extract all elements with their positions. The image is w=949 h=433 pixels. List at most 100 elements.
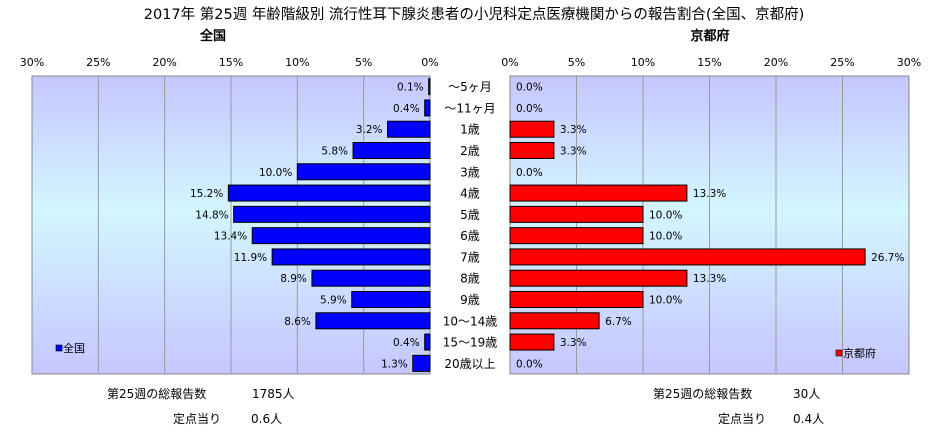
- category-label: 8歳: [460, 272, 480, 286]
- left-bar: [271, 248, 431, 266]
- left-data-label: 5.9%: [320, 295, 347, 307]
- right-bar: [509, 269, 688, 287]
- legend-left: 全国: [55, 341, 85, 355]
- right-bar: [509, 333, 555, 351]
- right-data-label: 0.0%: [516, 82, 543, 94]
- right-bar: [509, 120, 555, 138]
- right-tick-label: 5%: [568, 56, 585, 69]
- legend-right-label: 京都府: [843, 346, 876, 360]
- left-data-label: 0.4%: [393, 337, 420, 349]
- left-tick-label: 10%: [285, 56, 309, 69]
- right-bar: [509, 205, 644, 223]
- right-bar: [509, 227, 644, 245]
- left-bar: [351, 291, 431, 308]
- right-data-label: 3.3%: [560, 146, 587, 158]
- right-data-label: 10.0%: [649, 209, 682, 221]
- category-label: 9歳: [460, 293, 480, 307]
- left-tick-labels: 30% 25% 20% 15% 10% 5% 0%: [20, 56, 439, 69]
- category-label: 3歳: [460, 165, 480, 179]
- chart-title: 2017年 第25週 年齢階級別 流行性耳下腺炎患者の小児科定点医療機関からの報…: [144, 5, 805, 23]
- left-data-label: 10.0%: [259, 167, 292, 179]
- category-label: ～5ヶ月: [448, 80, 492, 94]
- right-tick-label: 25%: [830, 56, 854, 69]
- left-bar: [412, 354, 431, 372]
- left-tick-label: 5%: [355, 56, 372, 69]
- legend-left-label: 全国: [63, 341, 85, 355]
- category-label: 5歳: [460, 208, 480, 222]
- right-data-label: 3.3%: [560, 124, 587, 136]
- left-bars: [227, 78, 431, 372]
- category-label: 20歳以上: [444, 357, 495, 371]
- right-panel-title: 京都府: [690, 28, 729, 44]
- right-bar: [509, 248, 866, 266]
- left-bar: [233, 205, 431, 223]
- right-data-label: 26.7%: [871, 252, 904, 264]
- right-tick-label: 30%: [897, 56, 921, 69]
- left-data-label: 15.2%: [190, 188, 223, 200]
- right-tick-label: 20%: [764, 56, 788, 69]
- right-data-label: 0.0%: [516, 358, 543, 370]
- left-tick-label: 25%: [86, 56, 110, 69]
- left-data-label: 14.8%: [195, 209, 228, 221]
- left-data-label: 13.4%: [214, 231, 247, 243]
- left-data-label: 0.4%: [393, 103, 420, 115]
- left-bar: [227, 184, 431, 202]
- right-bar: [509, 291, 644, 308]
- category-label: 4歳: [460, 187, 480, 201]
- right-data-label: 10.0%: [649, 231, 682, 243]
- right-bars: [509, 120, 866, 351]
- footer-left-total-value: 1785人: [252, 387, 295, 401]
- footer-left-per-label: 定点当り: [173, 411, 221, 426]
- legend-left-swatch: [55, 344, 63, 352]
- left-tick-label: 0%: [421, 56, 438, 69]
- right-tick-labels: 0% 5% 10% 15% 20% 25% 30%: [501, 56, 921, 69]
- footer-right-total-label: 第25週の総報告数: [653, 386, 752, 401]
- left-tick-label: 20%: [152, 56, 176, 69]
- right-data-labels: 0.0% 0.0% 3.3% 3.3% 0.0% 13.3% 10.0% 10.0% 26.7%…: [516, 82, 904, 371]
- left-bar: [424, 333, 431, 351]
- left-data-label: 11.9%: [234, 252, 267, 264]
- left-tick-label: 30%: [20, 56, 44, 69]
- right-data-label: 0.0%: [516, 103, 543, 115]
- left-data-label: 0.1%: [397, 82, 424, 94]
- left-data-label: 5.8%: [321, 146, 348, 158]
- category-label: 15～19歳: [443, 336, 498, 350]
- footer-left-total-label: 第25週の総報告数: [107, 386, 206, 401]
- legend-right: 京都府: [835, 346, 876, 360]
- right-bar: [509, 184, 688, 202]
- category-labels: ～5ヶ月 ～11ヶ月 1歳 2歳 3歳 4歳 5歳 6歳 7歳 8歳 9歳 10～14歳 15～19歳 2…: [443, 80, 498, 371]
- footer-right-per-label: 定点当り: [718, 411, 766, 426]
- footer-left-per-value: 0.6人: [251, 412, 282, 426]
- right-data-label: 0.0%: [516, 167, 543, 179]
- left-panel-title: 全国: [199, 28, 226, 44]
- footer-right-per-value: 0.4人: [793, 412, 824, 426]
- category-label: 2歳: [460, 144, 480, 158]
- left-bar: [428, 78, 431, 96]
- left-data-label: 8.6%: [284, 316, 311, 328]
- category-label: 1歳: [460, 123, 480, 137]
- left-data-labels: 0.1% 0.4% 3.2% 5.8% 10.0% 15.2% 14.8% 13.4% 11.9…: [190, 82, 424, 371]
- footer-right-total-value: 30人: [793, 387, 820, 401]
- right-data-label: 13.3%: [693, 188, 726, 200]
- right-data-label: 13.3%: [693, 273, 726, 285]
- right-data-label: 10.0%: [649, 295, 682, 307]
- left-bar: [311, 269, 431, 287]
- left-bar: [387, 120, 431, 138]
- right-tick-label: 0%: [501, 56, 518, 69]
- left-data-label: 8.9%: [280, 273, 307, 285]
- right-data-label: 6.7%: [605, 316, 632, 328]
- left-data-label: 3.2%: [356, 124, 383, 136]
- right-bar: [509, 142, 555, 159]
- left-bar: [251, 227, 431, 245]
- left-bar: [315, 312, 431, 330]
- left-data-label: 1.3%: [381, 358, 408, 370]
- left-bar: [352, 142, 431, 159]
- right-tick-label: 10%: [631, 56, 655, 69]
- right-bar: [509, 312, 600, 330]
- right-tick-label: 15%: [697, 56, 721, 69]
- category-label: 10～14歳: [443, 314, 498, 328]
- left-tick-label: 15%: [219, 56, 243, 69]
- category-label: ～11ヶ月: [444, 101, 495, 115]
- left-bar: [296, 163, 431, 181]
